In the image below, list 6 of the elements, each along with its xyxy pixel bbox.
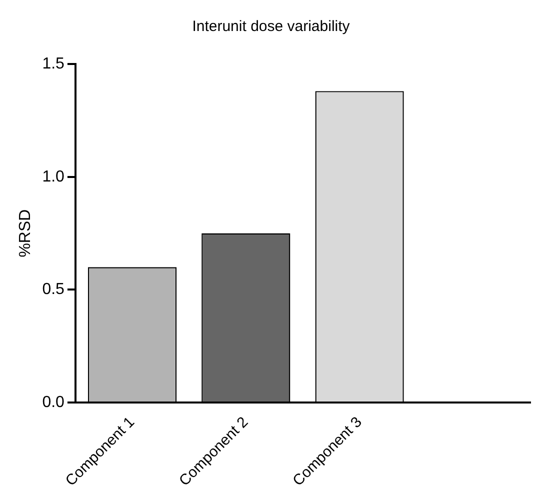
y-tick-label: 1.5 <box>42 55 65 72</box>
y-tick-label: 0.0 <box>42 394 65 411</box>
y-tick-label: 1.0 <box>42 168 65 186</box>
chart-title: Interunit dose variability <box>192 18 350 36</box>
y-axis-title: %RSD <box>17 209 34 258</box>
y-tick-label: 0.5 <box>42 281 65 298</box>
